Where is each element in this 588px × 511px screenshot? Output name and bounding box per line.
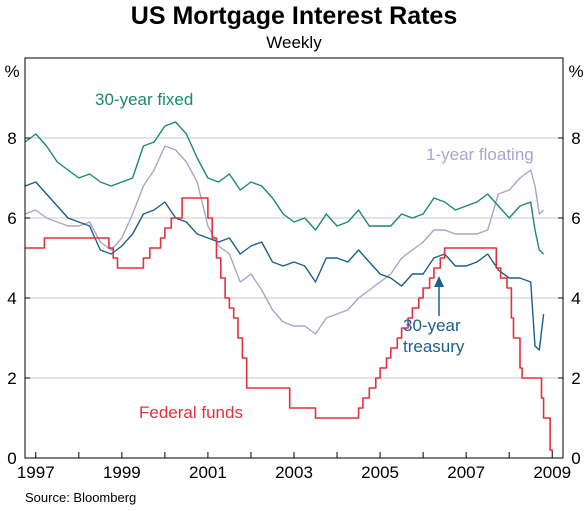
y-tick-label-right: 0 [571,449,580,468]
series-line-30-year-fixed [24,121,545,255]
x-tick-label: 1999 [103,463,141,482]
label-30-year-treasury-line1: 30-year [403,316,461,335]
chart-title: US Mortgage Interest Rates [130,2,458,30]
y-tick-label-left: 4 [7,289,16,308]
chart-subtitle: Weekly [266,33,322,52]
y-tick-label-left: 8 [7,129,16,148]
source-note: Source: Bloomberg [25,490,137,505]
x-tick-label: 2005 [361,463,399,482]
y-tick-label-right: 8 [571,129,580,148]
y-unit-right: % [568,62,583,81]
series-lines [24,121,553,452]
x-tick-label: 2009 [533,463,571,482]
label-1-year-floating: 1-year floating [426,145,534,164]
axis-ticks: 0 0 2 2 4 4 6 6 8 8 1997 1999 2001 2003 2005 2007 2009 [7,129,580,482]
y-unit-left: % [4,62,19,81]
series-line-federal-funds [25,197,553,452]
label-30-year-treasury-line2: treasury [403,337,465,356]
series-line-30-year-treasury [24,181,545,351]
y-tick-label-right: 2 [571,369,580,388]
gridlines [25,137,563,379]
y-tick-label-left: 6 [7,209,16,228]
x-tick-label: 2003 [275,463,313,482]
treasury-arrow [434,276,444,316]
label-federal-funds: Federal funds [139,403,243,422]
y-tick-label-left: 0 [7,449,16,468]
y-tick-label-right: 4 [571,289,580,308]
label-30-year-fixed: 30-year fixed [95,90,193,109]
y-tick-label-left: 2 [7,369,16,388]
x-tick-label: 2007 [447,463,485,482]
series-line-1-year-floating [24,145,545,335]
x-tick-label: 1997 [17,463,55,482]
x-tick-label: 2001 [189,463,227,482]
y-tick-label-right: 6 [571,209,580,228]
